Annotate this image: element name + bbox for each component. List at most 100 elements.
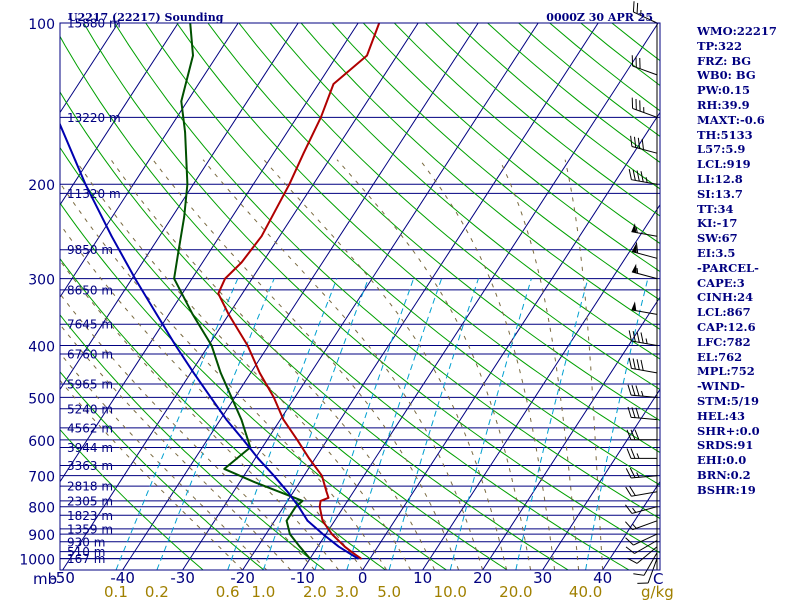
temperature-point	[352, 551, 354, 554]
sounding-index: MPL:752	[697, 364, 755, 379]
isotherm	[60, 23, 179, 206]
wind-barb	[633, 552, 658, 576]
height-label: 5965 m	[67, 377, 113, 391]
wind-barb	[631, 263, 658, 280]
mixing-ratio-line	[585, 278, 649, 570]
mixing-ratio-line	[156, 278, 275, 570]
moist-adiabat	[60, 182, 388, 570]
dewpoint-point	[285, 520, 288, 522]
sounding-index: EL:762	[697, 349, 743, 364]
sounding-index: -WIND-	[697, 379, 745, 394]
sounding-index: SW:67	[697, 231, 738, 246]
sounding-index: CINH:24	[697, 290, 754, 305]
dry-adiabat	[300, 23, 660, 330]
temperature-tick-label: -30	[170, 569, 195, 587]
sounding-index: FRZ: BG	[697, 53, 752, 68]
height-label: 3944 m	[67, 441, 113, 455]
dewpoint-point	[183, 215, 186, 218]
station-title: U2217 (22217) Sounding	[68, 11, 224, 24]
temperature-point	[217, 292, 220, 295]
mixing-ratio-line	[314, 278, 415, 570]
temperature-point	[325, 490, 328, 493]
mixing-ratio-line	[262, 278, 369, 570]
mixing-ratio-tick-label: 2.0	[303, 583, 327, 600]
dry-adiabat	[207, 23, 660, 422]
dry-adiabat	[238, 23, 660, 391]
wind-barb	[627, 406, 658, 421]
dewpoint-point	[294, 505, 297, 508]
parcel-point	[242, 439, 245, 441]
temperature-point	[321, 474, 323, 477]
dewpoint-point	[309, 557, 311, 560]
isotherm	[60, 23, 299, 391]
pressure-tick-label: 100	[28, 17, 55, 33]
dewpoint-point	[253, 481, 256, 484]
sounding-index: L57:5.9	[697, 142, 746, 157]
parcel-point	[56, 117, 58, 119]
isotherm	[542, 388, 660, 570]
temperature-point	[321, 520, 324, 522]
height-label: 13220 m	[67, 111, 121, 125]
dry-adiabat	[60, 257, 386, 570]
temperature-tick-label: -40	[110, 569, 135, 587]
wind-barb	[626, 448, 657, 459]
sounding-index: WB0: BG	[697, 68, 756, 83]
mixing-ratio-tick-label: 1.0	[251, 583, 275, 600]
sounding-index: LCL:919	[697, 157, 751, 172]
sounding-index: CAP:12.6	[697, 319, 756, 334]
wind-barb	[625, 467, 658, 479]
temperature-tick-label: 40	[593, 569, 612, 587]
mixing-ratio-line	[227, 278, 338, 570]
parcel-point	[357, 557, 359, 560]
moist-adiabat	[419, 159, 556, 570]
mixing-ratio-line	[449, 278, 532, 570]
parcel-point	[84, 183, 87, 186]
sounding-index: MAXT:-0.6	[697, 112, 765, 127]
parcel-point	[192, 372, 195, 374]
parcel-point	[306, 520, 309, 522]
valid-time: 0000Z 30 APR 25	[546, 11, 653, 24]
temperature-point	[260, 235, 263, 237]
dewpoint-point	[298, 545, 301, 548]
sounding-indices-panel: WMO:22217 TP:322 FRZ: BG WB0: BG PW:0.15 RH:3…	[697, 24, 800, 498]
mixing-ratio-line	[515, 278, 589, 570]
parcel-point	[297, 505, 300, 508]
wind-barb	[631, 301, 658, 315]
mixing-ratio-tick-label: 10.0	[434, 583, 467, 600]
sounding-index: SI:13.7	[697, 186, 743, 201]
pressure-tick-label: 200	[28, 178, 55, 194]
wind-barb	[628, 169, 658, 185]
dry-adiabat	[269, 23, 660, 360]
temperature-point	[258, 372, 261, 374]
temperature-point	[246, 344, 249, 347]
pressure-tick-label: 400	[28, 339, 55, 355]
sounding-index: KI:-17	[697, 216, 738, 231]
temperature-point	[331, 533, 333, 535]
dry-adiabat	[114, 23, 660, 520]
sounding-index: LFC:782	[697, 334, 751, 349]
isotherm	[0, 23, 58, 570]
wind-barb	[631, 223, 658, 237]
pressure-tick-label: 700	[28, 470, 55, 486]
sounding-index: TH:5133	[697, 127, 753, 142]
moist-adiabat	[74, 159, 412, 570]
sounding-index: TP:322	[697, 38, 743, 53]
sounding-index: -PARCEL-	[697, 260, 759, 275]
temperature-tick-label: -10	[290, 569, 315, 587]
isotherm	[242, 23, 599, 570]
parcel-point	[257, 457, 259, 460]
moist-adiabat	[60, 259, 340, 570]
temperature-point	[318, 505, 321, 508]
dry-adiabat	[60, 35, 630, 570]
dry-adiabat	[145, 23, 660, 486]
isotherm	[60, 23, 239, 299]
dewpoint-point	[186, 183, 189, 186]
height-label: 510 m	[67, 545, 105, 559]
dry-adiabat	[331, 23, 660, 301]
temperature-point	[343, 545, 346, 548]
mixing-ratio-line	[346, 278, 443, 570]
temperature-point	[296, 439, 299, 441]
temperature-tick-label: 20	[473, 569, 492, 587]
isotherm	[482, 296, 660, 570]
moist-adiabat	[60, 223, 364, 570]
